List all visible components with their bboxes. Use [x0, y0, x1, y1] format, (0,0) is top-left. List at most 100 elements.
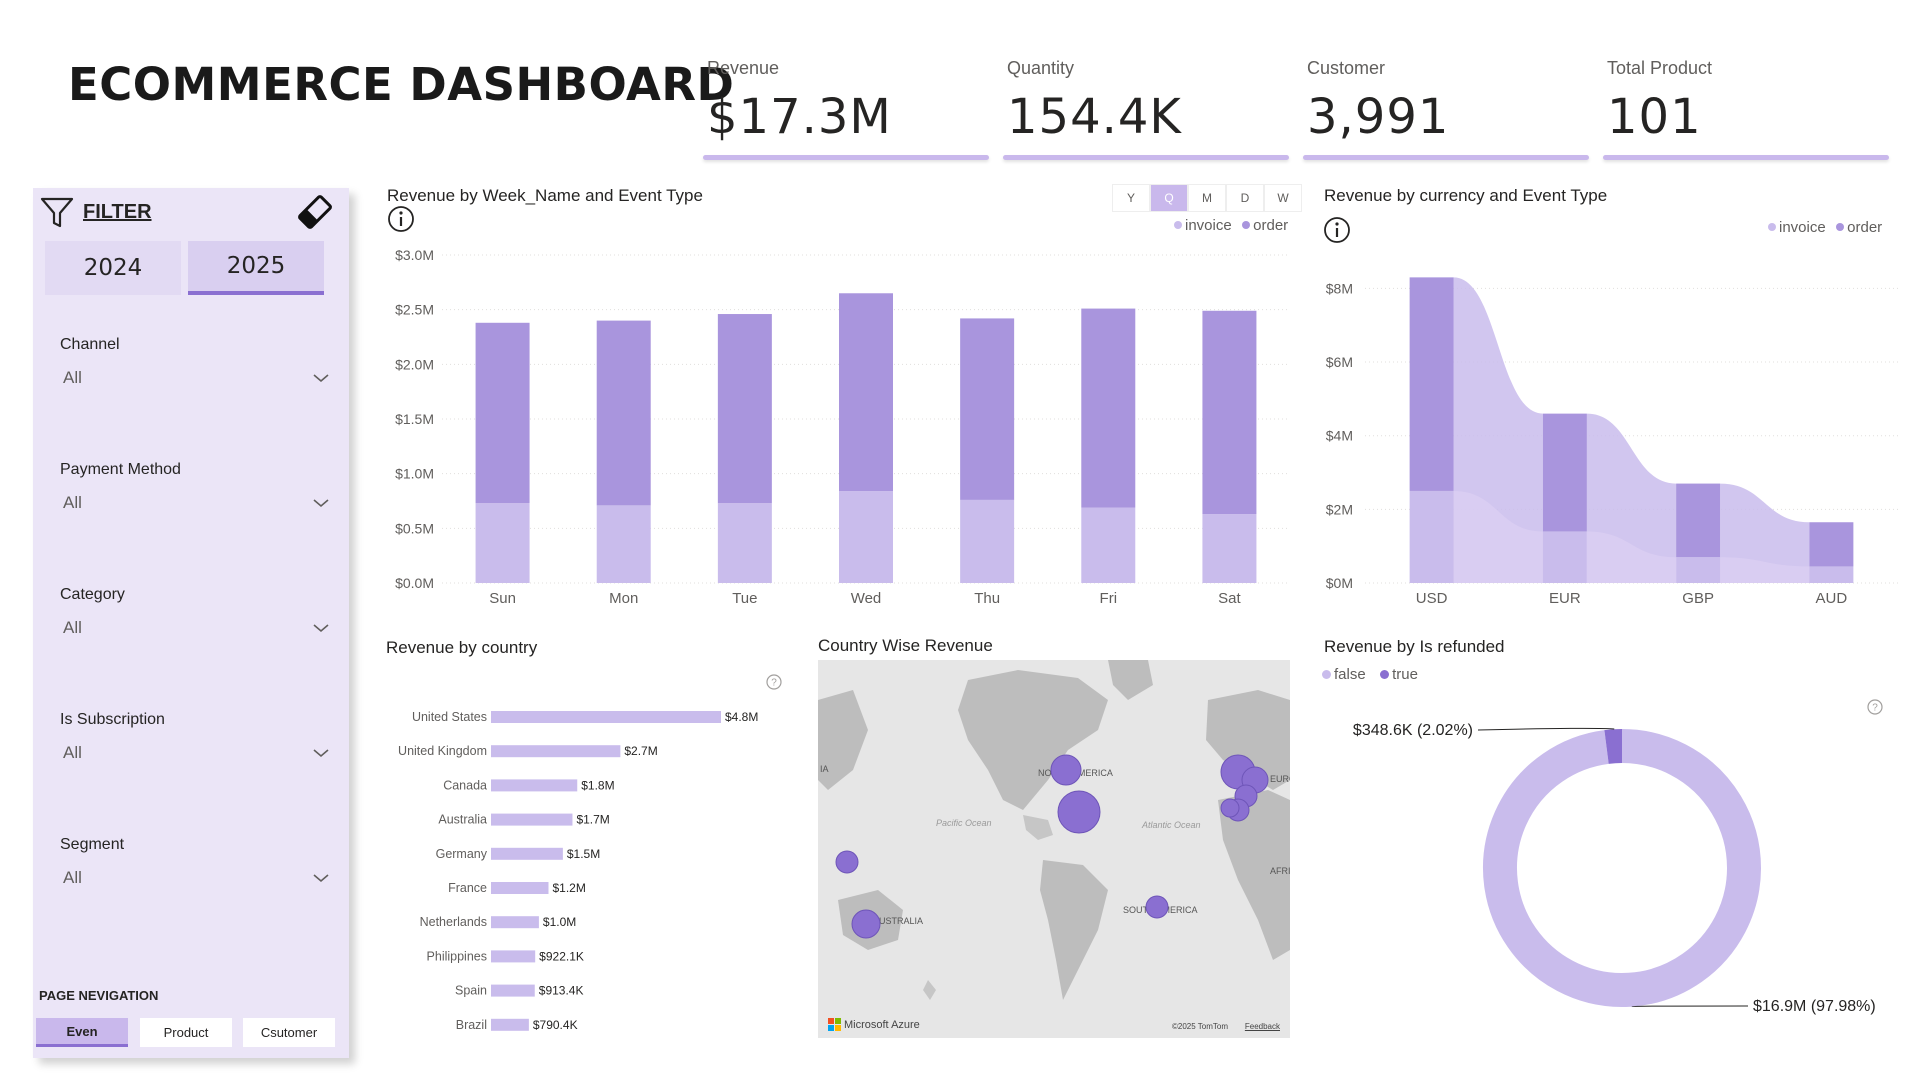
- category-label: France: [448, 881, 487, 895]
- kpi-underline: [1003, 155, 1289, 160]
- nav-button-customer[interactable]: Csutomer: [243, 1018, 335, 1047]
- payment-method-dropdown[interactable]: All: [60, 489, 330, 517]
- bar-invoice: [1081, 507, 1136, 583]
- bubble-spain[interactable]: [1220, 798, 1240, 818]
- bubble-philippines[interactable]: [835, 850, 859, 874]
- y-tick-label: $2M: [1326, 501, 1353, 517]
- bar-invoice: [596, 505, 651, 583]
- data-label: $2.7M: [624, 744, 657, 758]
- x-tick-label: Sat: [1218, 590, 1241, 607]
- donut-slice-false: [1483, 729, 1761, 1007]
- legend-dot: [1242, 221, 1251, 229]
- page-title: ECOMMERCE DASHBOARD: [68, 58, 735, 111]
- slicer-label: Is Subscription: [60, 711, 165, 728]
- kpi-card-revenue: Revenue $17.3M: [703, 50, 989, 160]
- bar: [491, 779, 578, 792]
- bar: [491, 711, 721, 723]
- chevron-down-icon: [313, 874, 329, 883]
- weekday-bar-chart: $0.0M $0.5M $1.0M $1.5M $2.0M $2.5M $3.0M Sun Mo…: [395, 247, 1290, 607]
- kpi-value: $17.3M: [707, 89, 892, 145]
- data-label: $790.4K: [533, 1018, 578, 1032]
- kpi-label: Quantity: [1007, 58, 1075, 78]
- year-tab-2024[interactable]: 2024: [45, 241, 181, 295]
- legend-dot: [1174, 221, 1182, 229]
- bar: [491, 916, 539, 929]
- bubble-brazil[interactable]: [1145, 895, 1169, 919]
- ocean-label: Atlantic Ocean: [1142, 820, 1201, 830]
- dropdown-value: All: [63, 743, 82, 762]
- y-tick-label: $4M: [1326, 428, 1353, 444]
- kpi-card-quantity: Quantity 154.4K: [1003, 50, 1289, 160]
- help-icon[interactable]: ?: [1866, 698, 1884, 716]
- help-icon[interactable]: ?: [765, 673, 783, 691]
- info-icon[interactable]: [1322, 215, 1352, 245]
- segment-dropdown[interactable]: All: [60, 864, 330, 892]
- weekday-legend: invoice order: [1168, 216, 1288, 234]
- ribbon-order: [1453, 277, 1810, 583]
- map-brand: Microsoft Azure: [828, 1018, 920, 1031]
- category-label: United Kingdom: [398, 744, 487, 758]
- y-tick-label: $0M: [1326, 575, 1353, 591]
- svg-text:?: ?: [771, 678, 777, 689]
- y-tick-label: $0.5M: [395, 520, 434, 536]
- legend-label: order: [1253, 216, 1289, 234]
- period-button-m[interactable]: M: [1188, 184, 1226, 212]
- map-landmass: [818, 660, 1290, 1000]
- nav-button-product[interactable]: Product: [140, 1018, 232, 1047]
- period-button-y[interactable]: Y: [1112, 184, 1150, 212]
- chevron-down-icon: [313, 374, 329, 383]
- category-dropdown[interactable]: All: [60, 614, 330, 642]
- bubble-australia[interactable]: [851, 909, 881, 939]
- nav-button-even[interactable]: Even: [36, 1018, 128, 1047]
- map-brand-label: Microsoft Azure: [844, 1018, 920, 1031]
- map-feedback-link[interactable]: Feedback: [1244, 1022, 1280, 1031]
- kpi-value: 3,991: [1307, 89, 1450, 145]
- data-label-true: $348.6K (2.02%): [1353, 722, 1473, 739]
- bar: [491, 1018, 529, 1031]
- legend-dot: [1768, 223, 1776, 231]
- clear-filters-eraser-icon[interactable]: [295, 192, 335, 232]
- info-icon[interactable]: [386, 204, 416, 234]
- leader-line-true: [1477, 727, 1615, 731]
- period-button-q[interactable]: Q: [1150, 184, 1188, 212]
- legend-dot: [1322, 670, 1331, 679]
- x-tick-label: AUD: [1816, 590, 1848, 607]
- microsoft-logo-icon: [828, 1018, 841, 1031]
- dropdown-value: All: [63, 368, 82, 387]
- category-label: Brazil: [456, 1018, 487, 1032]
- funnel-icon: [40, 197, 74, 228]
- svg-text:?: ?: [1872, 703, 1878, 714]
- legend-false: false: [1322, 666, 1366, 683]
- y-tick-label: $1.5M: [395, 411, 434, 427]
- country-map[interactable]: Pacific Ocean Atlantic Ocean NORTH AMERI…: [818, 660, 1290, 1038]
- bar-order: [475, 322, 530, 504]
- period-button-w[interactable]: W: [1264, 184, 1302, 212]
- x-tick-label: Wed: [851, 590, 882, 607]
- period-button-d[interactable]: D: [1226, 184, 1264, 212]
- x-tick-label: Fri: [1100, 590, 1118, 607]
- continent-label: EURO: [1270, 774, 1290, 784]
- data-label: $4.8M: [725, 710, 758, 724]
- slicer-category: Category All: [60, 586, 330, 642]
- channel-dropdown[interactable]: All: [60, 364, 330, 392]
- map-bubbles: [835, 754, 1269, 939]
- bubble-canada[interactable]: [1050, 754, 1082, 786]
- bar-invoice: [960, 499, 1015, 583]
- legend-label: false: [1334, 666, 1366, 683]
- kpi-label: Customer: [1307, 58, 1386, 78]
- bar-invoice: [839, 491, 893, 583]
- continent-label: AFRI: [1270, 866, 1290, 876]
- ribbon-invoice: [1453, 490, 1810, 583]
- slicer-payment-method: Payment Method All: [60, 461, 330, 517]
- legend-true: true: [1380, 666, 1418, 683]
- bubble-united-states[interactable]: [1057, 790, 1101, 834]
- bar-invoice: [717, 503, 772, 583]
- map-copyright: ©2025 TomTom: [1172, 1022, 1228, 1031]
- bar-invoice: [1409, 490, 1454, 583]
- bar-order: [717, 314, 772, 504]
- is-subscription-dropdown[interactable]: All: [60, 739, 330, 767]
- year-tab-2025[interactable]: 2025: [188, 241, 324, 295]
- refund-chart-title: Revenue by Is refunded: [1324, 637, 1505, 656]
- ocean-label: Pacific Ocean: [936, 818, 992, 828]
- data-label: $1.5M: [567, 847, 600, 861]
